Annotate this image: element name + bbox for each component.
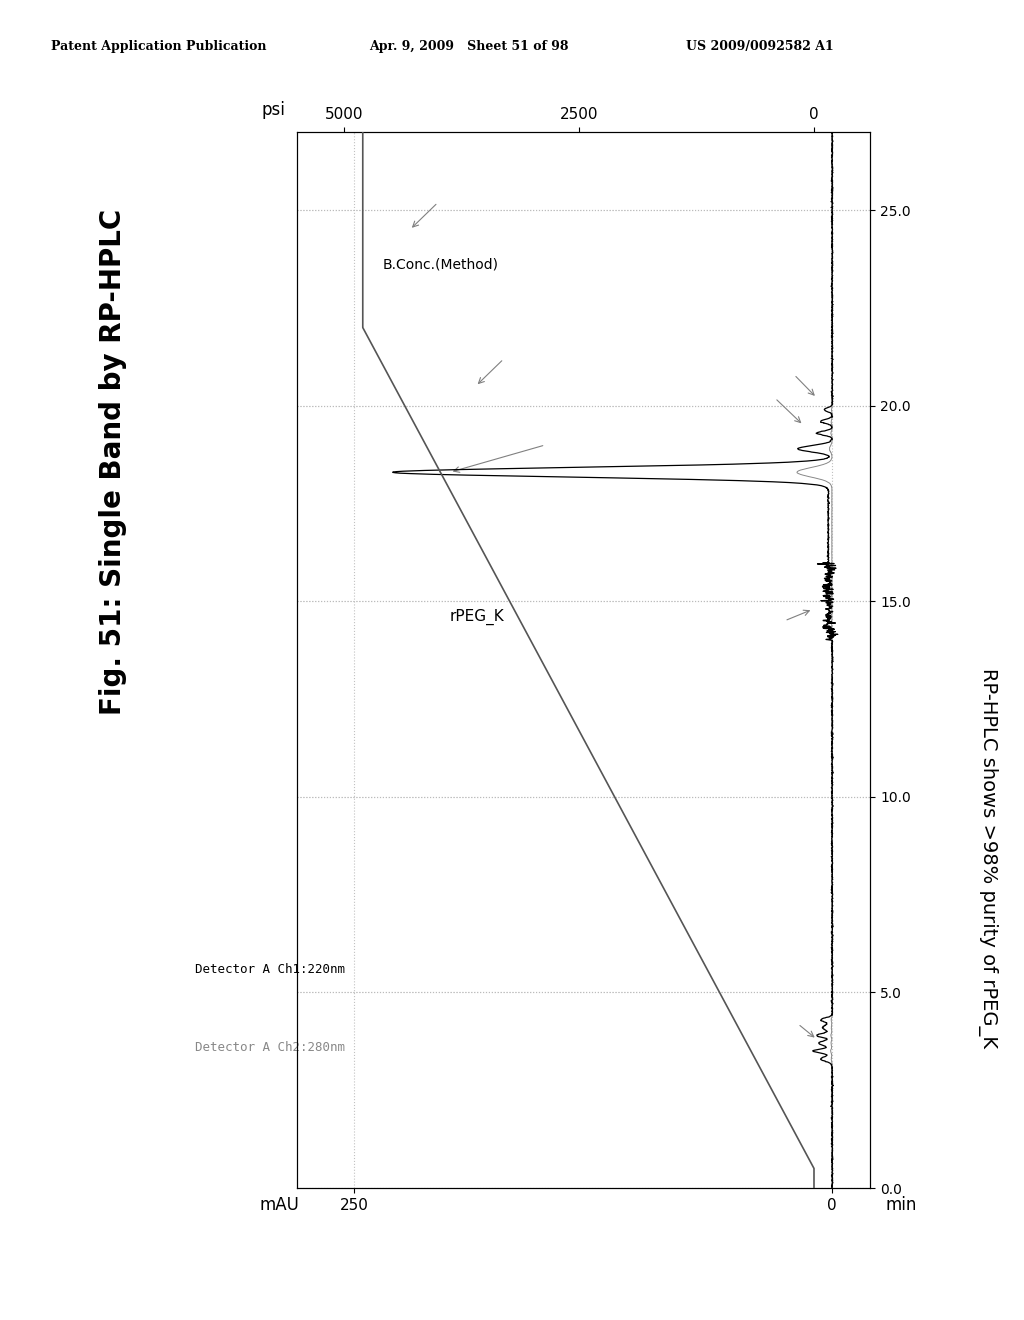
Text: Apr. 9, 2009   Sheet 51 of 98: Apr. 9, 2009 Sheet 51 of 98 (369, 40, 568, 53)
Text: psi: psi (261, 100, 286, 119)
Text: RP-HPLC shows >98% purity of rPEG_K: RP-HPLC shows >98% purity of rPEG_K (978, 668, 998, 1048)
Text: US 2009/0092582 A1: US 2009/0092582 A1 (686, 40, 834, 53)
Text: min: min (886, 1196, 916, 1214)
Text: rPEG_K: rPEG_K (450, 609, 505, 626)
Text: Patent Application Publication: Patent Application Publication (51, 40, 266, 53)
Text: B.Conc.(Method): B.Conc.(Method) (383, 257, 499, 272)
Text: Detector A Ch2:280nm: Detector A Ch2:280nm (195, 1041, 345, 1055)
Text: Detector A Ch1:220nm: Detector A Ch1:220nm (195, 962, 345, 975)
Text: Fig. 51: Single Band by RP-HPLC: Fig. 51: Single Band by RP-HPLC (98, 209, 127, 715)
Text: mAU: mAU (260, 1196, 299, 1214)
